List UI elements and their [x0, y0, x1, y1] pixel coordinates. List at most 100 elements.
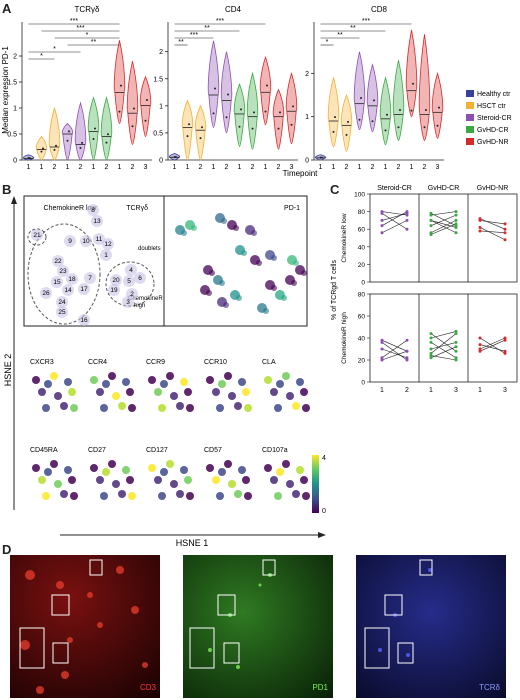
violin — [220, 51, 233, 134]
marker-cell-cluster — [244, 492, 252, 500]
paired-line — [430, 220, 457, 233]
cluster-blob — [87, 204, 99, 216]
y-tick: 1 — [305, 114, 309, 121]
marker-cell-cluster — [302, 492, 310, 500]
pd1-cell-cluster — [233, 225, 239, 231]
cluster-label: 1 — [104, 252, 108, 259]
legend-label: HSCT ctr — [477, 103, 506, 110]
marker-cell-cluster — [60, 402, 68, 410]
marker-cell-cluster — [64, 378, 72, 386]
violin — [340, 93, 353, 152]
data-point — [345, 133, 348, 136]
violin — [379, 76, 392, 146]
data-point — [29, 157, 31, 160]
paired-line — [430, 223, 457, 235]
x-tick: 2 — [397, 164, 401, 171]
data-point — [290, 123, 293, 126]
marker-cell-cluster — [242, 476, 250, 484]
data-point — [79, 147, 82, 150]
pd1-label: PD1 — [312, 683, 328, 692]
violin — [259, 55, 272, 126]
cluster-blob — [125, 264, 137, 276]
colorbar-max: 4 — [322, 455, 326, 462]
pd1-cell-cluster — [221, 218, 227, 224]
marker-cell-cluster — [216, 492, 224, 500]
x-tick: 1 — [118, 164, 122, 171]
paired-point — [429, 347, 433, 351]
cluster-blob — [56, 296, 68, 308]
cluster-label: 20 — [112, 277, 120, 284]
paired-point — [429, 218, 433, 222]
data-point — [40, 150, 43, 153]
violin — [61, 123, 74, 161]
x-tick: 2 — [225, 164, 229, 171]
violin — [431, 71, 444, 139]
violin — [139, 75, 152, 138]
paired-point — [429, 232, 433, 236]
data-point — [292, 105, 294, 108]
paired-line — [479, 344, 506, 352]
sig-label: ** — [91, 39, 97, 46]
cluster-label: 8 — [91, 207, 95, 214]
marker-label: CD57 — [204, 447, 222, 454]
data-point — [279, 111, 281, 114]
cluster-blob — [66, 273, 78, 285]
marker-cell-cluster — [128, 492, 136, 500]
pd1-cell-cluster — [263, 308, 269, 314]
data-point — [266, 84, 268, 87]
paired-point — [405, 349, 409, 353]
paired-point — [454, 340, 458, 344]
marker-cell-cluster — [296, 466, 304, 474]
paired-line — [479, 337, 506, 354]
chemo-high-label-1: ChemokineR — [128, 296, 163, 302]
violin — [48, 106, 61, 161]
cluster-blob — [108, 284, 120, 296]
panel-c-ytick: 40 — [358, 336, 366, 343]
data-point — [81, 141, 83, 144]
cluster-label: 5 — [127, 278, 131, 285]
marker-cell-cluster — [270, 388, 278, 396]
paired-point — [454, 210, 458, 214]
paired-point — [405, 356, 409, 360]
violin — [194, 104, 207, 161]
marker-map: CXCR3 — [30, 359, 78, 412]
y-tick: 2 — [13, 54, 17, 61]
paired-line — [381, 350, 408, 361]
pd1-cell-cluster — [191, 225, 197, 231]
pd1-cell-cluster — [301, 270, 307, 276]
data-point — [264, 110, 267, 113]
panel-label-c: C — [330, 182, 340, 197]
violin — [285, 71, 298, 145]
pd1-cell-cluster — [241, 250, 247, 256]
y-tick: 0.5 — [7, 132, 17, 139]
paired-point — [454, 225, 458, 229]
panel-a-legend: Healthy ctr HSCT ctr Steroid-CR GvHD-CR GvHD… — [466, 90, 512, 146]
paired-point — [454, 349, 458, 353]
x-tick: 3 — [290, 164, 294, 171]
marker-cell-cluster — [238, 466, 246, 474]
marker-label: CCR4 — [88, 359, 107, 366]
marker-cell-cluster — [32, 464, 40, 472]
sig-label: ** — [204, 25, 210, 32]
panel-c-ytick: 20 — [358, 262, 366, 269]
legend-swatch — [466, 102, 474, 109]
panel-c-xtick: 3 — [454, 387, 458, 394]
paired-point — [429, 351, 433, 355]
x-tick: 1 — [92, 164, 96, 171]
marker-cell-cluster — [218, 468, 226, 476]
panel-c-column-title: Steroid-CR — [377, 185, 412, 192]
y-tick: 0 — [159, 158, 163, 165]
data-point — [27, 156, 30, 159]
marker-cell-cluster — [224, 372, 232, 380]
data-point — [225, 116, 228, 119]
panel-c-top-label: ChemokineR low — [341, 213, 348, 262]
paired-point — [380, 356, 384, 360]
cluster-label: 9 — [68, 238, 72, 245]
marker-cell-cluster — [102, 380, 110, 388]
cluster-blob — [64, 235, 76, 247]
marker-map: CLA — [262, 359, 310, 412]
panel-c-ytick: 0 — [361, 280, 365, 287]
data-point — [358, 118, 361, 121]
paired-point — [429, 354, 433, 358]
